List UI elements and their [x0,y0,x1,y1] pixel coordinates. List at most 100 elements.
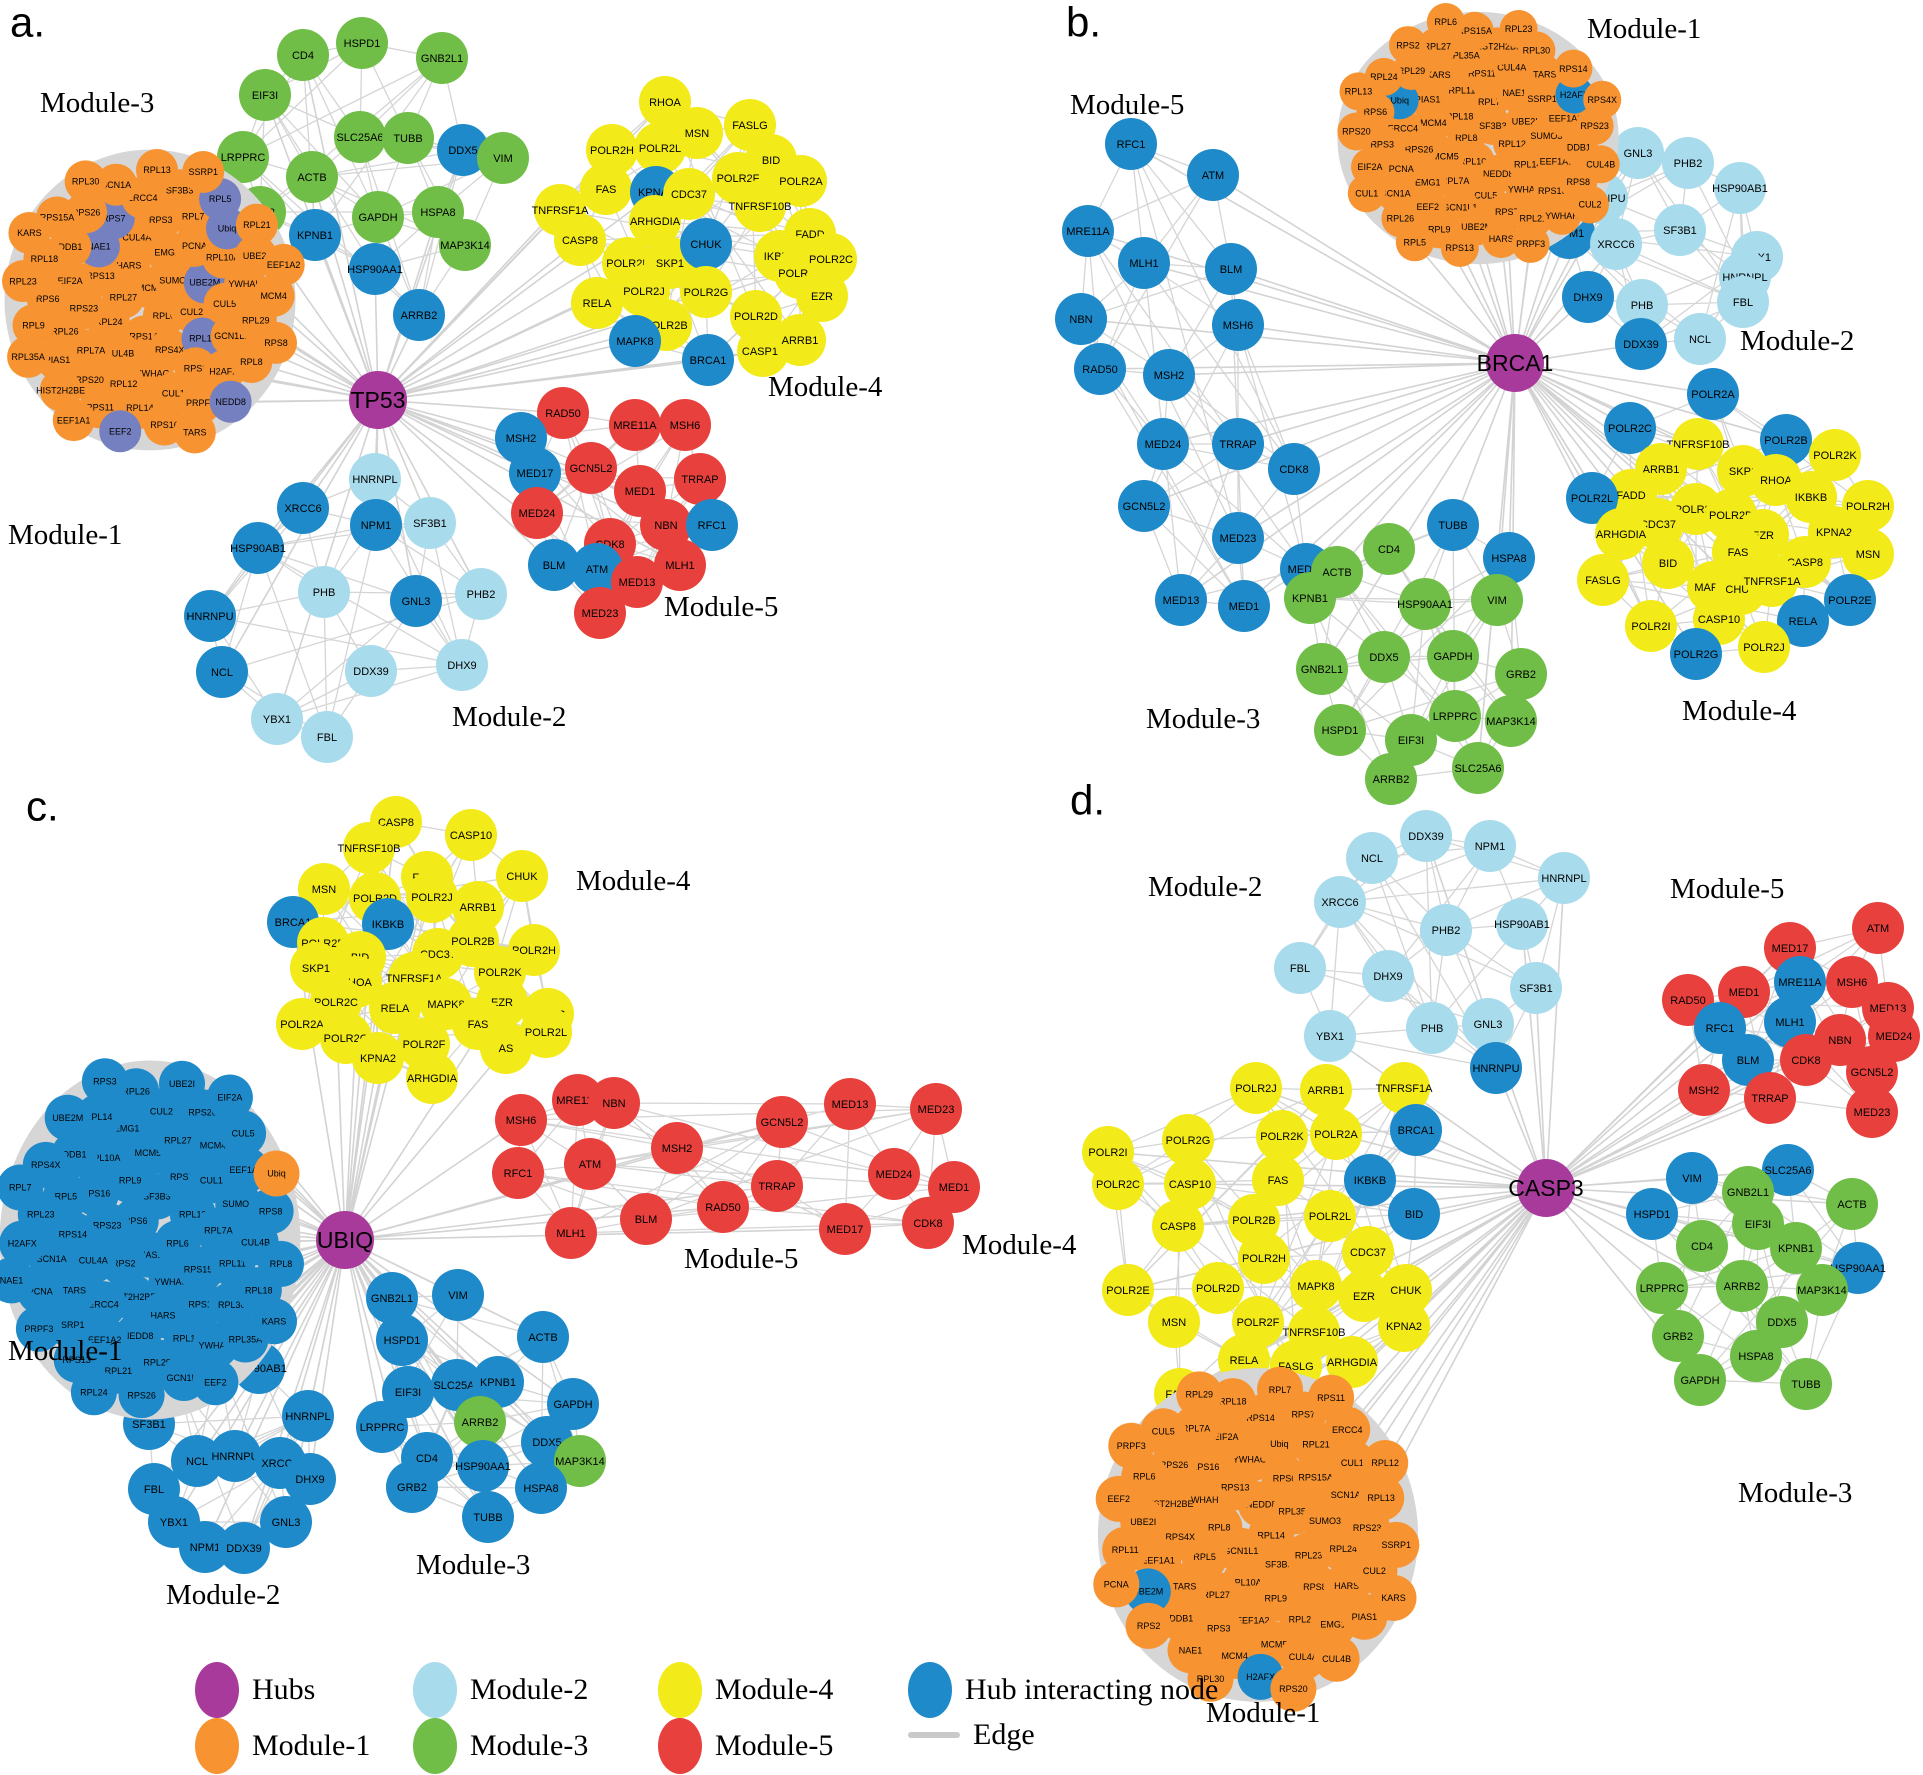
gene-node-circle [1625,600,1677,652]
module-label: Module-5 [664,591,778,623]
node-slc25a6: SLC25A6 [1762,1144,1814,1196]
gene-node-label: RPS14 [1559,64,1588,74]
node-hspa8: HSPA8 [515,1462,567,1514]
gene-node-label: PCNA [28,1286,53,1296]
gene-node-label: YWHAG [1508,184,1542,194]
node-med23: MED23 [574,587,626,639]
node-nbn: NBN [1055,293,1107,345]
gene-node-circle [1257,1366,1303,1413]
gene-node-label: NBN [654,520,677,532]
gene-node-circle [289,209,341,261]
gene-node-label: RPL24 [1370,72,1398,82]
gene-node-label: RPL8 [1455,133,1478,143]
gene-node-circle [457,1440,509,1492]
node-mre11a: MRE11A [609,399,661,451]
gene-node-label: TUBB [1438,520,1467,532]
gene-node-label: RPS11 [86,403,114,413]
gene-node-label: MED13 [832,1099,869,1111]
gene-node-circle [262,243,305,286]
cluster-d-module-2: DDX39 NPM1 NCL HNRNPL XRCC6 PHB2 HSP90AB1 FBL DH… [1274,810,1590,1094]
gene-node-label: NCL [1689,334,1711,346]
gene-node-circle [620,1193,672,1245]
hub-circle [1486,334,1544,392]
node-hnrnpu: HNRNPU [209,1430,261,1482]
gene-node-label: GCN1L1 [1223,1546,1258,1556]
gene-node-circle [1389,26,1427,65]
gene-node-label: MED23 [1854,1107,1891,1119]
gene-node-label: MAP3K14 [1486,716,1536,728]
gene-node-label: YWHAH [1185,1495,1219,1505]
gene-node-label: VIM [1487,595,1507,607]
gene-node-label: HSP90AB1 [1494,919,1550,931]
gene-node-label: RPL30 [1197,1674,1225,1684]
node-phb: PHB [1616,279,1668,331]
node-vim: VIM [432,1269,484,1321]
gene-node-label: YWHAH [1545,211,1579,221]
gene-node-circle [1616,279,1668,331]
gene-node-label: RPS11 [1468,69,1496,79]
panel-d: DDX39 NPM1 NCL HNRNPL XRCC6 PHB2 HSP90AB1 FBL DH… [962,776,1920,1729]
module-label: Module-1 [8,519,122,551]
gene-node-label: NAE1 [1503,88,1527,98]
node-arrb1: ARRB1 [1300,1064,1352,1116]
node-eif2a: EIF2A [206,1074,253,1121]
gene-node-label: RPS4X [1587,95,1617,105]
gene-node-label: MSN [685,128,710,140]
node-tnfrsf10b: TNFRSF10B [338,822,400,874]
gene-node-label: MED13 [619,577,656,589]
gene-node-label: NBN [602,1098,625,1110]
gene-node-circle [352,1032,404,1084]
gene-node-label: RPL14 [85,1112,113,1122]
gene-node-label: RPS11 [188,1300,216,1310]
gene-node-label: RPS23 [93,1221,122,1231]
node-mapk8: MAPK8 [609,315,661,367]
gene-node-label: RPL23 [9,276,37,286]
node-ubiq: Ubiq [253,1150,300,1197]
node-med13: MED13 [611,556,663,608]
gene-node-label: DDX39 [1623,339,1658,351]
gene-node-label: POLR2A [1314,1129,1358,1141]
gene-node-label: CUL2 [180,307,203,317]
node-msn: MSN [298,863,350,915]
gene-node-circle [1455,11,1494,50]
gene-node-circle [1738,621,1790,673]
gene-node-label: ERCC4 [1332,1425,1363,1435]
gene-node-label: BRCA1 [690,355,727,367]
gene-node-circle [1373,1521,1420,1568]
gene-node-circle [1604,402,1656,454]
gene-node-label: XRCC6 [1597,239,1634,251]
gene-node-label: VIM [448,1290,468,1302]
gene-node-label: EIF3I [395,1387,421,1399]
gene-node-label: HSPA8 [523,1483,558,1495]
node-blm: BLM [1205,243,1257,295]
gene-node-label: HSPD1 [384,1335,421,1347]
node-arrb1: ARRB1 [774,314,826,366]
gene-node-circle [12,304,55,347]
gene-node-label: TNFRSF1A [532,205,590,217]
gene-node-label: RFC1 [1117,139,1146,151]
cluster-a-module-2: HNRNPL XRCC6 NPM1 SF3B1 HSP90AB1 PHB PHB2 GNL3 H… [184,453,507,763]
gene-node-circle [1562,271,1614,323]
gene-node-circle [1238,1232,1290,1284]
gene-node-label: PCNA [1389,164,1414,174]
gene-node-label: HSPA8 [1491,553,1526,565]
gene-node-label: GNB2L1 [421,53,463,65]
gene-node-circle [868,1148,920,1200]
gene-node-label: RPL30 [72,177,100,187]
gene-node-circle [1304,1190,1356,1242]
gene-node-circle [366,1272,418,1324]
gene-node-label: EIF3I [252,90,278,102]
gene-node-label: CASP8 [562,235,598,247]
legend-item-hubs: Hubs [195,1662,315,1718]
gene-node-label: RHOA [649,97,681,109]
gene-node-label: SLC25A6 [1764,1165,1811,1177]
gene-node-label: POLR2D [1196,1283,1240,1295]
gene-node-circle [1344,1154,1396,1206]
gene-node-label: HSP90AB1 [230,543,286,555]
gene-node-label: RPL10A [1228,1578,1262,1588]
gene-node-circle [1326,1336,1378,1388]
gene-node-circle [611,556,663,608]
gene-node-label: POLR2K [1813,450,1857,462]
gene-node-circle [515,1462,567,1514]
gene-node-circle [1826,956,1878,1008]
